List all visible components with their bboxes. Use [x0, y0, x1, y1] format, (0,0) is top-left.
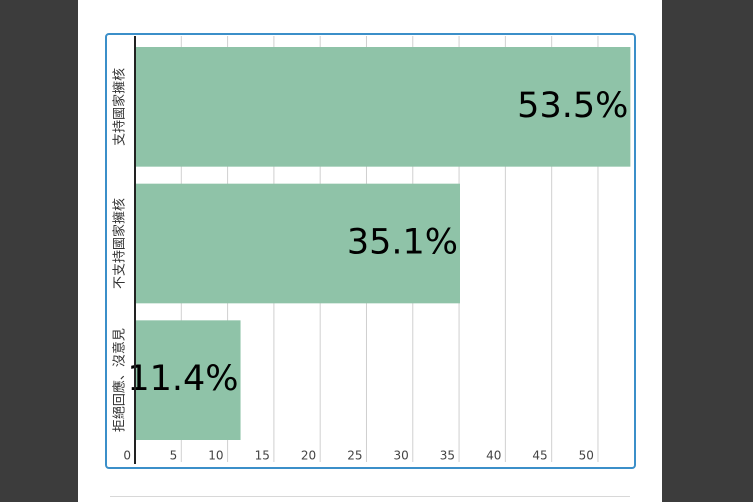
divider: [110, 496, 630, 497]
x-tick-label: 20: [301, 449, 316, 463]
y-tick-label: 支持國家擁核: [112, 68, 128, 146]
y-tick-label: 不支持國家擁核: [112, 198, 128, 289]
x-tick-label: 5: [170, 449, 178, 463]
x-tick-label: 50: [579, 449, 594, 463]
bar: [135, 320, 241, 440]
x-tick-label: 40: [486, 449, 501, 463]
x-tick-label: 30: [393, 449, 408, 463]
bar: [135, 47, 631, 167]
x-tick-label: 0: [123, 449, 131, 463]
x-tick-label: 10: [208, 449, 223, 463]
x-tick-label: 35: [440, 449, 455, 463]
value-label: 53.5%: [517, 86, 628, 126]
x-tick-label: 45: [532, 449, 547, 463]
y-tick-label: 拒絕回應、沒意見: [112, 328, 128, 432]
x-tick-label: 25: [347, 449, 362, 463]
value-label: 35.1%: [347, 223, 458, 263]
bar: [135, 183, 460, 304]
x-tick-label: 15: [255, 449, 270, 463]
value-label: 11.4%: [127, 359, 238, 399]
